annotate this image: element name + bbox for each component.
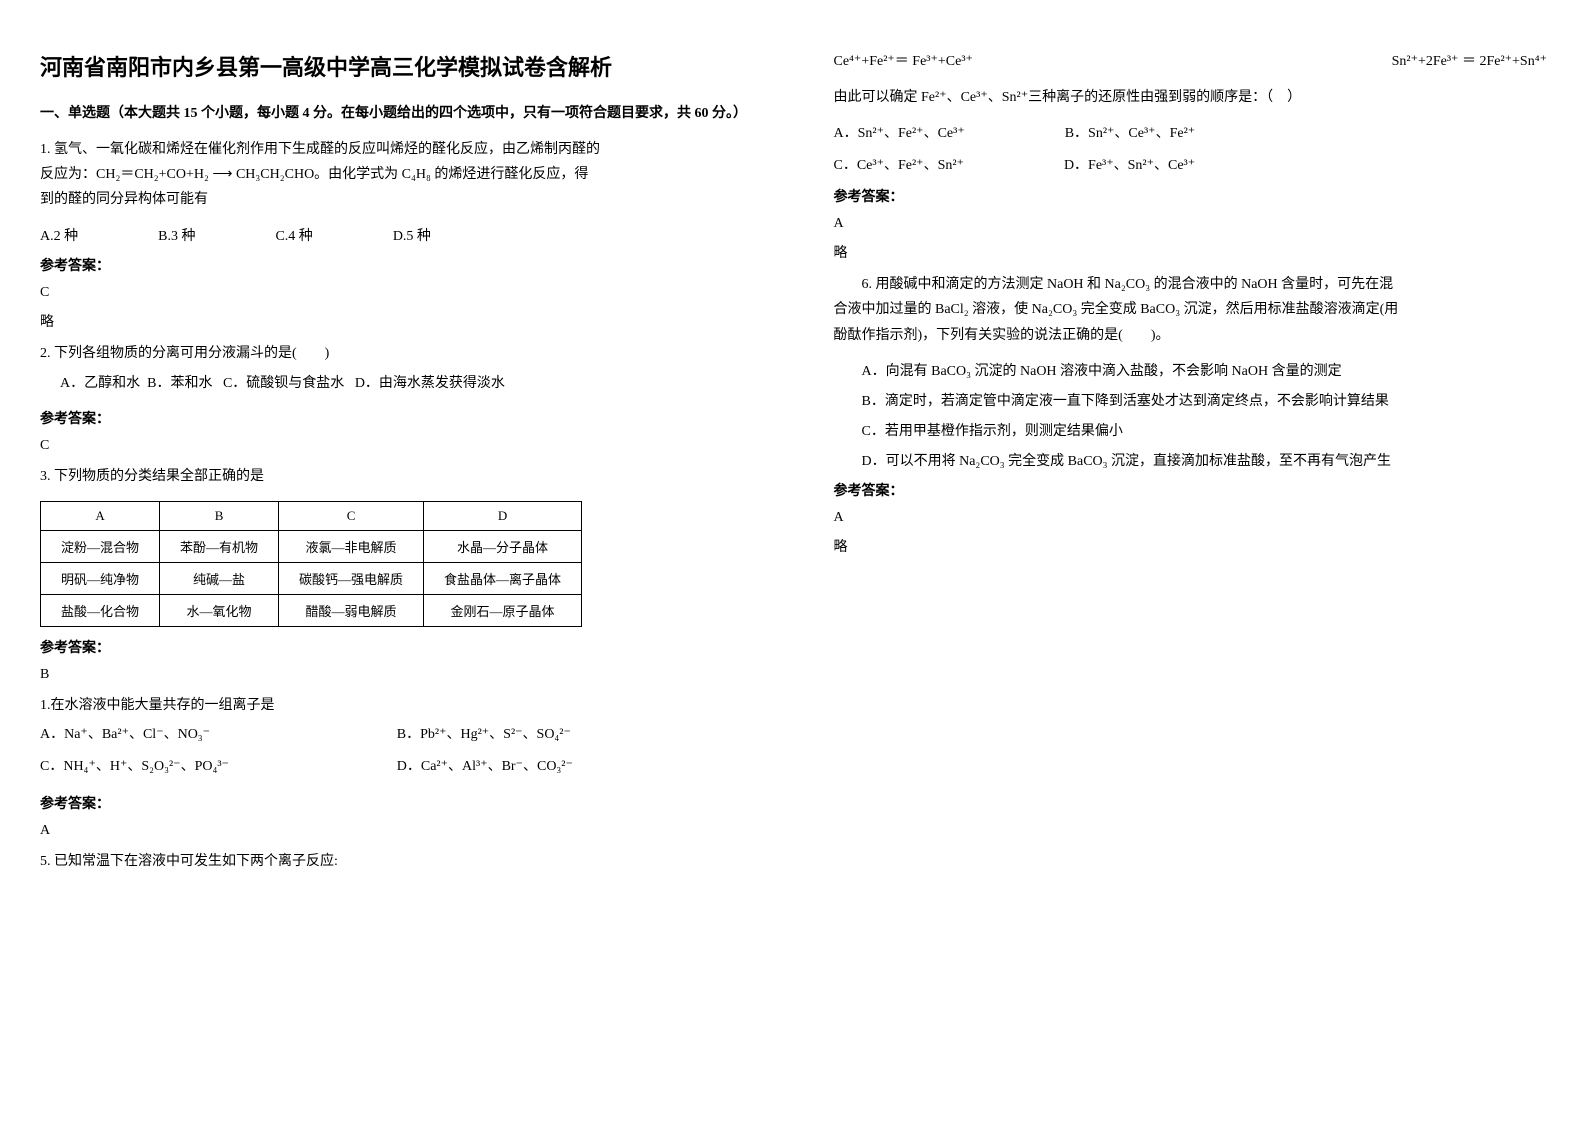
- q2-options: A．乙醇和水 B．苯和水 C．硫酸钡与食盐水 D．由海水蒸发获得淡水: [60, 371, 754, 396]
- q6-line2: 合液中加过量的 BaCl₂ 溶液，使 Na₂CO₃ 完全变成 BaCO₃ 沉淀，…: [834, 297, 1548, 322]
- q1-line1: 1. 氢气、一氧化碳和烯烃在催化剂作用下生成醛的反应叫烯烃的醛化反应，由乙烯制丙…: [40, 137, 754, 162]
- q3-table: A B C D 淀粉—混合物 苯酚—有机物 液氯—非电解质 水晶—分子晶体 明矾…: [40, 501, 582, 627]
- q2-opt-c: C．硫酸钡与食盐水: [223, 376, 344, 391]
- q4-opt-b: B．Pb²⁺、Hg²⁺、S²⁻、SO₄²⁻: [397, 722, 571, 747]
- th-a: A: [41, 502, 160, 531]
- q4-answer-label: 参考答案：: [40, 793, 754, 813]
- q6-opt-c: C．若用甲基橙作指示剂，则测定结果偏小: [834, 420, 1548, 440]
- document-title: 河南省南阳市内乡县第一高级中学高三化学模拟试卷含解析: [40, 50, 754, 82]
- left-column: 河南省南阳市内乡县第一高级中学高三化学模拟试卷含解析 一、单选题（本大题共 15…: [0, 0, 794, 1122]
- q5-opt-a: A．Sn²⁺、Fe²⁺、Ce³⁺: [834, 122, 965, 142]
- q5-opt-c: C．Ce³⁺、Fe²⁺、Sn²⁺: [834, 154, 964, 174]
- question-1: 1. 氢气、一氧化碳和烯烃在催化剂作用下生成醛的反应叫烯烃的醛化反应，由乙烯制丙…: [40, 137, 754, 213]
- q1-line3: 到的醛的同分异构体可能有: [40, 187, 754, 212]
- cell-0-0: 淀粉—混合物: [41, 531, 160, 563]
- section-header: 一、单选题（本大题共 15 个小题，每小题 4 分。在每小题给出的四个选项中，只…: [40, 102, 754, 122]
- q2-opt-b: B．苯和水: [147, 376, 212, 391]
- q3-answer-label: 参考答案：: [40, 637, 754, 657]
- q3-text: 3. 下列物质的分类结果全部正确的是: [40, 464, 754, 489]
- q5-text2: 由此可以确定 Fe²⁺、Ce³⁺、Sn²⁺三种离子的还原性由强到弱的顺序是：（ …: [834, 85, 1548, 110]
- q5-omit: 略: [834, 242, 1548, 262]
- question-5-start: 5. 已知常温下在溶液中可发生如下两个离子反应:: [40, 849, 754, 874]
- q5-options-row2: C．Ce³⁺、Fe²⁺、Sn²⁺ D．Fe³⁺、Sn²⁺、Ce³⁺: [834, 154, 1548, 174]
- th-d: D: [424, 502, 582, 531]
- q3-answer: B: [40, 667, 754, 683]
- q5-equations: Ce⁴⁺+Fe²⁺＝ Fe³⁺+Ce³⁺ Sn²⁺+2Fe³⁺ ＝ 2Fe²⁺+…: [834, 50, 1548, 70]
- q1-opt-d: D.5 种: [393, 225, 431, 245]
- q6-omit: 略: [834, 536, 1548, 556]
- q5-opt-b: B．Sn²⁺、Ce³⁺、Fe²⁺: [1065, 122, 1195, 142]
- q6-answer: A: [834, 510, 1548, 526]
- cell-0-1: 苯酚—有机物: [160, 531, 279, 563]
- q4-opt-a: A．Na⁺、Ba²⁺、Cl⁻、NO₃⁻: [40, 722, 397, 747]
- q6-opt-b: B．滴定时，若滴定管中滴定液一直下降到活塞处才达到滴定终点，不会影响计算结果: [834, 390, 1548, 410]
- q6-opt-d: D．可以不用将 Na₂CO₃ 完全变成 BaCO₃ 沉淀，直接滴加标准盐酸，至不…: [834, 450, 1548, 470]
- q1-options: A.2 种 B.3 种 C.4 种 D.5 种: [40, 225, 754, 245]
- right-column: Ce⁴⁺+Fe²⁺＝ Fe³⁺+Ce³⁺ Sn²⁺+2Fe³⁺ ＝ 2Fe²⁺+…: [794, 0, 1587, 1122]
- q2-text: 2. 下列各组物质的分离可用分液漏斗的是( ): [40, 341, 754, 366]
- q6-opt-a: A．向混有 BaCO₃ 沉淀的 NaOH 溶液中滴入盐酸，不会影响 NaOH 含…: [834, 360, 1548, 380]
- question-2: 2. 下列各组物质的分离可用分液漏斗的是( ) A．乙醇和水 B．苯和水 C．硫…: [40, 341, 754, 396]
- q5-eq2: Sn²⁺+2Fe³⁺ ＝ 2Fe²⁺+Sn⁴⁺: [1392, 50, 1547, 70]
- q4-answer: A: [40, 823, 754, 839]
- q2-opt-d: D．由海水蒸发获得淡水: [355, 376, 505, 391]
- q1-opt-c: C.4 种: [275, 225, 312, 245]
- cell-1-0: 明矾—纯净物: [41, 563, 160, 595]
- q4-opt-c: C．NH₄⁺、H⁺、S₂O₃²⁻、PO₄³⁻: [40, 754, 397, 779]
- q1-opt-b: B.3 种: [158, 225, 195, 245]
- q2-answer-label: 参考答案：: [40, 408, 754, 428]
- cell-2-3: 金刚石—原子晶体: [424, 595, 582, 627]
- cell-1-2: 碳酸钙—强电解质: [279, 563, 424, 595]
- q5-options-row1: A．Sn²⁺、Fe²⁺、Ce³⁺ B．Sn²⁺、Ce³⁺、Fe²⁺: [834, 122, 1548, 142]
- question-4: 1.在水溶液中能大量共存的一组离子是 A．Na⁺、Ba²⁺、Cl⁻、NO₃⁻ B…: [40, 693, 754, 781]
- q1-opt-a: A.2 种: [40, 225, 78, 245]
- cell-0-3: 水晶—分子晶体: [424, 531, 582, 563]
- q5-answer-label: 参考答案：: [834, 186, 1548, 206]
- question-6: 6. 用酸碱中和滴定的方法测定 NaOH 和 Na₂CO₃ 的混合液中的 NaO…: [834, 272, 1548, 348]
- th-c: C: [279, 502, 424, 531]
- q5-opt-d: D．Fe³⁺、Sn²⁺、Ce³⁺: [1064, 154, 1195, 174]
- cell-2-1: 水—氧化物: [160, 595, 279, 627]
- cell-1-3: 食盐晶体—离子晶体: [424, 563, 582, 595]
- q4-text: 1.在水溶液中能大量共存的一组离子是: [40, 693, 754, 718]
- q5-answer: A: [834, 216, 1548, 232]
- q5-text: 5. 已知常温下在溶液中可发生如下两个离子反应:: [40, 849, 754, 874]
- question-3: 3. 下列物质的分类结果全部正确的是: [40, 464, 754, 489]
- q1-answer: C: [40, 285, 754, 301]
- q6-line3: 酚酞作指示剂)，下列有关实验的说法正确的是( )。: [834, 323, 1548, 348]
- q6-answer-label: 参考答案：: [834, 480, 1548, 500]
- q4-opt-d: D．Ca²⁺、Al³⁺、Br⁻、CO₃²⁻: [397, 754, 573, 779]
- q1-omit: 略: [40, 311, 754, 331]
- cell-1-1: 纯碱—盐: [160, 563, 279, 595]
- q1-answer-label: 参考答案：: [40, 255, 754, 275]
- q6-line1: 6. 用酸碱中和滴定的方法测定 NaOH 和 Na₂CO₃ 的混合液中的 NaO…: [834, 272, 1394, 297]
- cell-0-2: 液氯—非电解质: [279, 531, 424, 563]
- th-b: B: [160, 502, 279, 531]
- q1-line2: 反应为：CH₂＝CH₂+CO+H₂ ⟶ CH₃CH₂CHO。由化学式为 C₄H₈…: [40, 162, 754, 187]
- q2-answer: C: [40, 438, 754, 454]
- cell-2-2: 醋酸—弱电解质: [279, 595, 424, 627]
- cell-2-0: 盐酸—化合物: [41, 595, 160, 627]
- q2-opt-a: A．乙醇和水: [60, 376, 140, 391]
- q5-eq1: Ce⁴⁺+Fe²⁺＝ Fe³⁺+Ce³⁺: [834, 50, 973, 70]
